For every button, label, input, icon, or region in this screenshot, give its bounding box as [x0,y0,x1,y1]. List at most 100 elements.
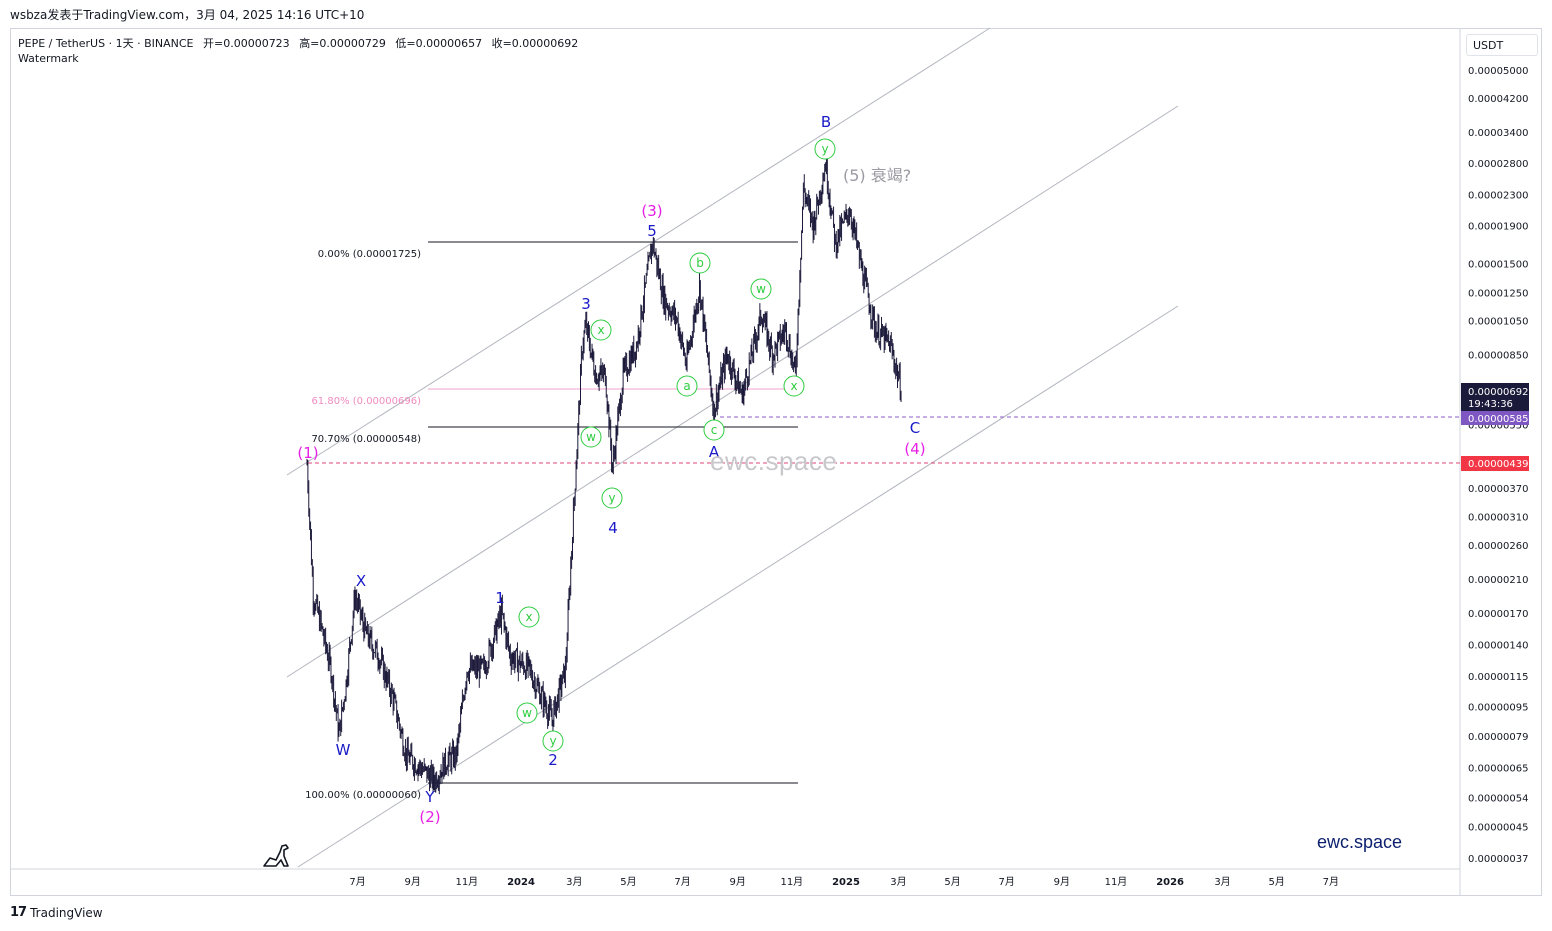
wave-label-4: 4 [608,519,618,537]
ohlc-high: 高=0.00000729 [299,37,386,50]
fib-707-label: 70.70% (0.00000548) [311,434,421,445]
svg-text:a: a [683,379,690,393]
time-tick-label: 3月 [566,876,582,888]
time-tick-label: 7月 [1323,876,1339,888]
price-tick-label: 0.00001900 [1468,221,1528,232]
price-tick-label: 0.00005000 [1468,66,1528,77]
price-tick-label: 0.00000045 [1468,823,1528,834]
circle-label-y1: y [542,730,564,752]
time-tick-label: 2024 [507,877,535,888]
circle-label-w2: w [580,426,602,448]
price-tick-label: 0.00000079 [1468,732,1528,743]
channel-upper-line [286,27,991,476]
circle-label-c: c [703,419,725,441]
svg-text:x: x [525,610,532,624]
wave-label-5: 5 [647,222,657,240]
dino-icon[interactable] [262,842,292,868]
wave-label-W: W [336,741,351,759]
tradingview-logo-text: TradingView [30,905,103,920]
indicator-watermark-label[interactable]: Watermark [18,52,79,65]
svg-text:y: y [821,142,828,156]
ewc-watermark: ewc.space [710,446,838,476]
time-axis: 7月 9月 11月 2024 3月 5月 7月 9月 11月 2025 3月 5月 7月 9月 11月 202… [349,876,1339,888]
circle-label-y2: y [601,487,623,509]
time-tick-label: 9月 [404,876,420,888]
svg-text:c: c [711,423,718,437]
price-tick-label: 0.00000170 [1468,609,1528,620]
price-tick-label: 0.00000115 [1468,672,1528,683]
wave-label-p3: (3) [641,202,662,220]
time-tick-label: 3月 [890,876,906,888]
svg-text:w: w [522,706,532,720]
price-tick-label: 0.00004200 [1468,94,1528,105]
time-tick-label: 5月 [1268,876,1284,888]
svg-text:w: w [586,430,596,444]
publish-caption: wsbza发表于TradingView.com，3月 04, 2025 14:1… [10,8,365,22]
price-tick-label: 0.00000140 [1468,640,1528,651]
price-tick-label: 0.00000370 [1468,484,1528,495]
channel-middle-line [286,105,1179,678]
circle-label-b: b [689,252,711,274]
wave-label-B: B [821,113,831,131]
price-tick-label: 0.00001250 [1468,289,1528,300]
symbol-pair[interactable]: PEPE / TetherUS · 1天 · BINANCE [18,37,194,50]
tradingview-logo[interactable]: 17 TradingView [10,905,103,920]
circle-label-x2: x [590,319,612,341]
svg-text:y: y [549,734,556,748]
time-tick-label: 9月 [1054,876,1070,888]
wave-label-p1: (1) [297,444,318,462]
svg-text:0.00000439: 0.00000439 [1468,459,1528,470]
svg-text:b: b [696,256,704,270]
svg-text:y: y [608,491,615,505]
fib-0-label: 0.00% (0.00001725) [318,249,421,260]
ohlc-open: 开=0.00000723 [202,37,290,50]
price-tick-label: 0.00003400 [1468,128,1528,139]
time-tick-label: 5月 [944,876,960,888]
time-tick-label: 7月 [349,876,365,888]
price-tick-label: 0.00001050 [1468,317,1528,328]
circle-label-x1: x [518,606,540,628]
circle-label-y3: y [814,138,836,160]
price-tick-label: 0.00000037 [1468,854,1528,865]
wave-label-A: A [709,443,720,461]
svg-text:0.00000585: 0.00000585 [1468,414,1528,425]
price-tick-label: 0.00001500 [1468,259,1528,270]
circle-label-w3: w [750,278,772,300]
purple-level-tag: 0.00000585 [1461,411,1529,425]
svg-text:x: x [790,379,797,393]
red-level-tag: 0.00000439 [1461,456,1529,471]
time-tick-label: 11月 [455,876,478,888]
circle-label-x3: x [783,375,805,397]
price-axis: 0.00005000 0.00004200 0.00003400 0.00002800… [1468,66,1528,865]
wave-label-X: X [356,572,366,590]
svg-text:19:43:36: 19:43:36 [1468,399,1513,410]
current-price-tag: 0.00000692 19:43:36 [1461,383,1529,411]
price-tick-label: 0.00002800 [1468,159,1528,170]
price-tick-label: 0.00000210 [1468,575,1528,586]
time-tick-label: 7月 [674,876,690,888]
time-tick-label: 5月 [620,876,636,888]
ohlc-close: 收=0.00000692 [491,37,579,50]
wave-label-3: 3 [581,295,591,313]
wave-label-1: 1 [495,589,505,607]
time-tick-label: 2025 [832,877,860,888]
price-tick-label: 0.00000054 [1468,793,1528,804]
price-tick-label: 0.00000550 [1468,421,1528,432]
price-tick-label: 0.00000065 [1468,764,1528,775]
time-tick-label: 11月 [1105,876,1128,888]
chart-frame [10,28,1542,896]
fib-100-label: 100.00% (0.00000060) [305,790,421,801]
time-tick-label: 2026 [1156,877,1184,888]
symbol-legend: PEPE / TetherUS · 1天 · BINANCE 开=0.00000… [18,35,584,51]
price-tick-label: 0.00000850 [1468,351,1528,362]
fib-618-label: 61.80% (0.00000696) [311,396,421,407]
wave-label-2: 2 [548,751,558,769]
currency-selector[interactable]: USDT [1466,34,1538,56]
svg-text:w: w [756,282,766,296]
price-tick-label: 0.00000260 [1468,541,1528,552]
wave-label-C: C [910,419,920,437]
ewc-brand-label: ewc.space [1317,832,1403,852]
candle-series [306,152,902,795]
time-tick-label: 7月 [999,876,1015,888]
